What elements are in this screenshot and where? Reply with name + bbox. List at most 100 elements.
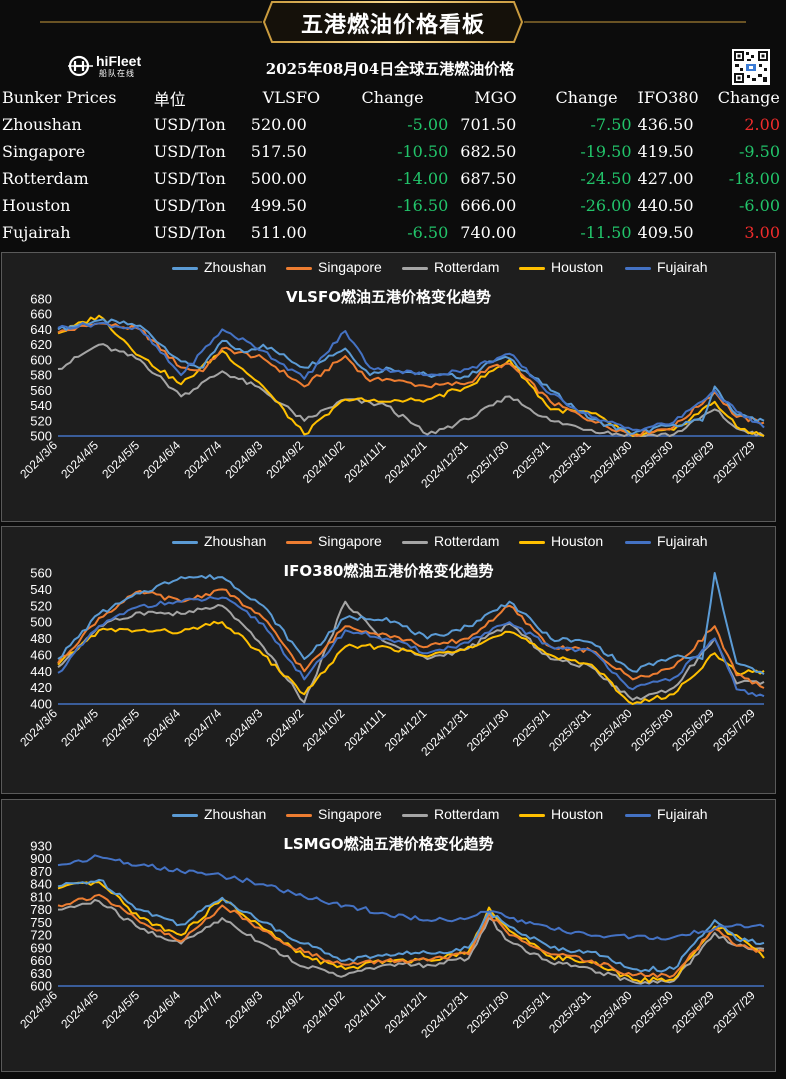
x-tick-label: 2024/3/6 bbox=[17, 706, 60, 749]
series-line-singapore bbox=[57, 893, 765, 979]
y-tick-label: 900 bbox=[30, 851, 52, 866]
x-tick-label: 2025/3/31 bbox=[546, 706, 594, 754]
ifo380-legend: Zhoushan Singapore Rotterdam Houston Fuj… bbox=[172, 531, 732, 553]
legend-swatch-rotterdam bbox=[402, 814, 428, 817]
legend-swatch-houston bbox=[519, 814, 545, 817]
legend-label-singapore: Singapore bbox=[318, 533, 382, 549]
series-line-fujairah bbox=[57, 854, 765, 941]
y-tick-label: 780 bbox=[30, 902, 52, 917]
x-tick-label: 2024/3/6 bbox=[17, 438, 60, 481]
ifo380-change: 2.00 bbox=[744, 115, 780, 134]
y-tick-label: 600 bbox=[30, 979, 52, 994]
legend-label-houston: Houston bbox=[551, 806, 604, 822]
ifo380-change: -9.50 bbox=[738, 142, 780, 161]
x-tick-label: 2024/5/5 bbox=[99, 706, 142, 749]
y-tick-label: 560 bbox=[30, 383, 52, 398]
vlsfo-legend: Zhoushan Singapore Rotterdam Houston Fuj… bbox=[172, 257, 732, 279]
y-tick-label: 810 bbox=[30, 889, 52, 904]
y-tick-label: 750 bbox=[30, 915, 52, 930]
unit-cell: USD/Ton bbox=[153, 169, 226, 188]
ifo380-change: 3.00 bbox=[744, 223, 780, 242]
vlsfo-price: 517.50 bbox=[250, 142, 307, 161]
x-tick-label: 2024/3/6 bbox=[17, 988, 60, 1031]
y-tick-label: 630 bbox=[30, 966, 52, 981]
x-tick-label: 2024/7/4 bbox=[181, 706, 224, 749]
vlsfo-price: 500.00 bbox=[250, 169, 307, 188]
x-tick-label: 2024/7/4 bbox=[181, 988, 224, 1031]
mgo-price: 740.00 bbox=[460, 223, 517, 242]
vlsfo-price: 511.00 bbox=[250, 223, 307, 242]
y-tick-label: 500 bbox=[30, 429, 52, 444]
y-tick-label: 660 bbox=[30, 953, 52, 968]
y-tick-label: 660 bbox=[30, 307, 52, 322]
ifo380-chart-panel: 400 420 440 460 480 500 520 540 560 2024/3/6 2024/… bbox=[1, 526, 776, 794]
y-tick-label: 520 bbox=[30, 598, 52, 613]
ifo380-price: 440.50 bbox=[637, 196, 694, 215]
x-tick-label: 2025/1/30 bbox=[464, 438, 512, 486]
series-line-zhoushan bbox=[57, 318, 765, 435]
x-tick-label: 2025/1/30 bbox=[464, 706, 512, 754]
y-tick-label: 420 bbox=[30, 680, 52, 695]
mgo-change: -26.00 bbox=[580, 196, 632, 215]
x-tick-label: 2024/4/5 bbox=[58, 988, 101, 1031]
legend-swatch-singapore bbox=[286, 541, 312, 544]
series-line-houston bbox=[57, 620, 765, 705]
legend-label-fujairah: Fujairah bbox=[657, 806, 708, 822]
legend-label-singapore: Singapore bbox=[318, 806, 382, 822]
y-tick-label: 440 bbox=[30, 664, 52, 679]
header-ifo380-change: Change bbox=[717, 88, 780, 107]
vlsfo-chart: 5005205405605806006206406606802024/3/620… bbox=[17, 292, 765, 491]
series-line-fujairah bbox=[57, 596, 765, 698]
x-tick-label: 2025/4/30 bbox=[587, 988, 635, 1036]
vlsfo-price: 520.00 bbox=[250, 115, 307, 134]
x-tick-label: 2024/11/1 bbox=[341, 438, 388, 485]
legend-swatch-zhoushan bbox=[172, 267, 198, 270]
hifleet-logo-icon bbox=[68, 55, 93, 77]
header-ifo380: IFO380 bbox=[637, 88, 699, 107]
unit-cell: USD/Ton bbox=[153, 223, 226, 242]
x-tick-label: 2024/6/4 bbox=[140, 988, 183, 1031]
port-name: Zhoushan bbox=[2, 115, 82, 134]
header-vlsfo-change: Change bbox=[361, 88, 424, 107]
series-line-rotterdam bbox=[57, 898, 765, 985]
y-tick-label: 620 bbox=[30, 337, 52, 352]
y-tick-label: 930 bbox=[30, 839, 52, 854]
y-tick-label: 720 bbox=[30, 928, 52, 943]
legend-swatch-rotterdam bbox=[402, 267, 428, 270]
ifo380-change: -18.00 bbox=[728, 169, 780, 188]
unit-cell: USD/Ton bbox=[153, 115, 226, 134]
x-tick-label: 2025/5/30 bbox=[628, 988, 676, 1036]
x-tick-label: 2024/6/4 bbox=[140, 706, 183, 749]
vlsfo-chart-panel: 500 520 540 560 580 600 620 640 660 680 2024/3/6 20… bbox=[1, 252, 776, 522]
series-line-zhoushan bbox=[57, 572, 765, 675]
legend-label-zhoushan: Zhoushan bbox=[204, 259, 267, 275]
ifo380-chart: 4004204404604805005205405602024/3/62024/… bbox=[17, 566, 765, 759]
x-tick-label: 2024/11/1 bbox=[341, 988, 388, 1035]
legend-label-fujairah: Fujairah bbox=[657, 533, 708, 549]
ifo380-chart-title: IFO380燃油五港价格变化趋势 bbox=[283, 562, 494, 580]
table-header-row: Bunker Prices 单位 VLSFO Change MGO Change… bbox=[2, 84, 786, 111]
x-tick-label: 2024/4/5 bbox=[58, 706, 101, 749]
table-row: Zhoushan USD/Ton 520.00 -5.00 701.50 -7.… bbox=[2, 111, 786, 138]
header-mgo: MGO bbox=[474, 88, 517, 107]
lsmgo-legend: Zhoushan Singapore Rotterdam Houston Fuj… bbox=[172, 804, 732, 826]
legend-swatch-fujairah bbox=[625, 814, 651, 817]
banner bbox=[0, 0, 786, 44]
logo-subtitle: 船队在线 bbox=[99, 69, 135, 78]
x-tick-label: 2025/3/31 bbox=[546, 438, 594, 486]
x-tick-label: 2025/5/30 bbox=[628, 706, 676, 754]
table-row: Fujairah USD/Ton 511.00 -6.50 740.00 -11… bbox=[2, 219, 786, 246]
series-line-rotterdam bbox=[57, 343, 765, 437]
legend-swatch-singapore bbox=[286, 267, 312, 270]
port-name: Houston bbox=[2, 196, 71, 215]
header-mgo-change: Change bbox=[555, 88, 618, 107]
x-tick-label: 2024/10/2 bbox=[300, 438, 348, 486]
port-name: Singapore bbox=[2, 142, 86, 161]
series-line-singapore bbox=[57, 588, 765, 689]
vlsfo-chart-title: VLSFO燃油五港价格变化趋势 bbox=[286, 288, 491, 306]
y-tick-label: 680 bbox=[30, 292, 52, 307]
qr-code-icon bbox=[732, 49, 770, 85]
series-line-houston bbox=[57, 881, 765, 984]
x-tick-label: 2024/10/2 bbox=[300, 988, 348, 1036]
